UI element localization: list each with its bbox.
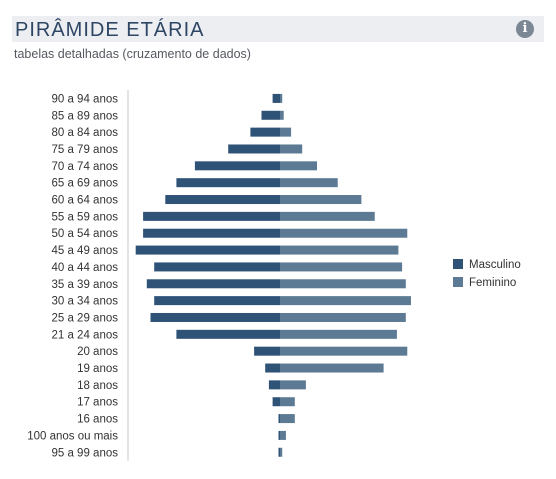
bar-feminino [280, 380, 306, 390]
bar-masculino [278, 447, 280, 457]
legend-swatch-masculino [453, 259, 463, 269]
bar-feminino [280, 144, 303, 154]
y-tick-label: 45 a 49 anos [51, 245, 118, 257]
y-tick-label: 20 anos [77, 346, 118, 358]
bar-masculino [278, 414, 280, 424]
y-tick-label: 95 a 99 anos [51, 447, 118, 459]
y-tick-label: 35 a 39 anos [51, 279, 118, 291]
bar-masculino [272, 93, 280, 103]
bar-feminino [280, 161, 317, 171]
y-tick-label: 70 a 74 anos [51, 161, 118, 173]
info-icon[interactable]: i [516, 20, 534, 38]
bar-feminino [280, 127, 292, 137]
page-subtitle: tabelas detalhadas (cruzamento de dados) [14, 47, 251, 61]
bar-feminino [280, 447, 283, 457]
bar-masculino [194, 161, 280, 171]
bar-masculino [228, 144, 280, 154]
y-tick-label: 19 anos [77, 363, 118, 375]
y-tick-label: 60 a 64 anos [51, 195, 118, 207]
bar-feminino [280, 363, 384, 373]
y-tick-label: 21 a 24 anos [51, 329, 118, 341]
y-tick-label: 75 a 79 anos [51, 144, 118, 156]
bar-feminino [280, 228, 408, 238]
y-tick-label: 40 a 44 anos [51, 262, 118, 274]
bar-feminino [280, 93, 283, 103]
bar-masculino [154, 296, 280, 306]
y-tick-label: 30 a 34 anos [51, 296, 118, 308]
bar-masculino [261, 110, 280, 120]
legend-label-masculino: Masculino [469, 259, 521, 271]
bar-masculino [254, 346, 280, 356]
bar-feminino [280, 195, 362, 205]
bar-masculino [176, 178, 280, 188]
y-tick-label: 90 a 94 anos [51, 93, 118, 105]
bar-masculino [143, 228, 280, 238]
bar-masculino [176, 329, 280, 339]
bar-feminino [280, 397, 295, 407]
bar-feminino [280, 296, 411, 306]
page-title: PIRÂMIDE ETÁRIA [15, 19, 205, 41]
bar-feminino [280, 110, 284, 120]
bar-feminino [280, 178, 338, 188]
y-tick-label: 80 a 84 anos [51, 127, 118, 139]
bar-masculino [154, 262, 280, 272]
bar-masculino [250, 127, 280, 137]
y-tick-label: 16 anos [77, 414, 118, 426]
bar-feminino [280, 279, 406, 289]
y-tick-label: 25 a 29 anos [51, 312, 118, 324]
bar-masculino [146, 279, 280, 289]
y-tick-label: 17 anos [77, 397, 118, 409]
bar-masculino [135, 245, 280, 255]
y-tick-label: 55 a 59 anos [51, 211, 118, 223]
header-bar [12, 16, 544, 42]
y-tick-label: 50 a 54 anos [51, 228, 118, 240]
bar-masculino [165, 195, 280, 205]
y-tick-label: 18 anos [77, 380, 118, 392]
bar-feminino [280, 414, 295, 424]
bar-feminino [280, 262, 403, 272]
bar-feminino [280, 430, 286, 440]
bar-feminino [280, 329, 397, 339]
bar-masculino [272, 397, 280, 407]
bar-feminino [280, 312, 406, 322]
bar-feminino [280, 245, 399, 255]
bar-feminino [280, 346, 408, 356]
legend-swatch-feminino [453, 277, 463, 287]
bar-masculino [268, 380, 280, 390]
legend-label-feminino: Feminino [469, 277, 516, 289]
bar-masculino [150, 312, 280, 322]
y-tick-label: 100 anos ou mais [27, 430, 118, 442]
bar-masculino [265, 363, 280, 373]
y-tick-label: 65 a 69 anos [51, 178, 118, 190]
bar-masculino [143, 211, 280, 221]
y-tick-label: 85 a 89 anos [51, 110, 118, 122]
bar-masculino [278, 430, 280, 440]
bar-feminino [280, 211, 375, 221]
